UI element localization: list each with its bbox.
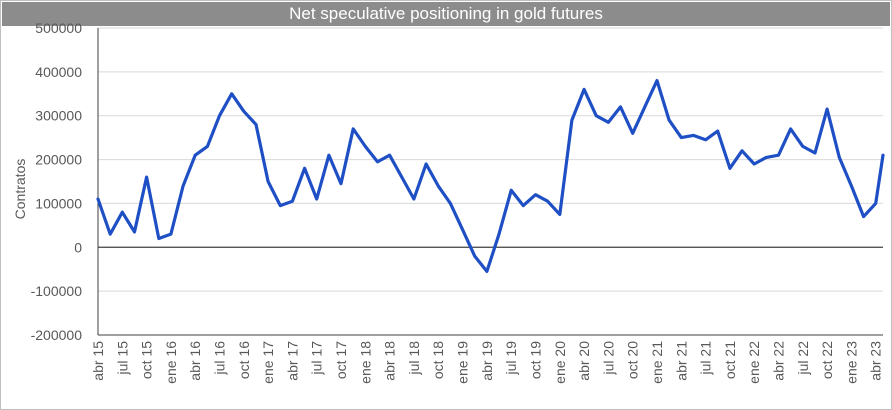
x-tick-label: ene 16 bbox=[163, 341, 179, 384]
x-tick-label: oct 19 bbox=[527, 341, 543, 379]
x-tick-label: jul 19 bbox=[503, 341, 519, 376]
chart-title: Net speculative positioning in gold futu… bbox=[2, 2, 890, 26]
x-tick-label: oct 18 bbox=[430, 341, 446, 379]
x-tick-label: jul 20 bbox=[600, 341, 616, 376]
y-tick-label: 100000 bbox=[35, 195, 82, 211]
x-tick-label: ene 20 bbox=[552, 341, 568, 384]
y-tick-label: 500000 bbox=[35, 20, 82, 36]
x-tick-label: abr 17 bbox=[284, 341, 300, 381]
x-tick-label: ene 19 bbox=[455, 341, 471, 384]
x-tick-label: oct 17 bbox=[333, 341, 349, 379]
y-tick-label: 300000 bbox=[35, 108, 82, 124]
x-tick-label: oct 16 bbox=[236, 341, 252, 379]
series-line bbox=[96, 78, 885, 273]
x-tick-label: jul 21 bbox=[698, 341, 714, 376]
y-axis-label: Contratos bbox=[12, 159, 28, 220]
x-tick-label: ene 17 bbox=[260, 341, 276, 384]
x-tick-label: jul 17 bbox=[309, 341, 325, 376]
x-tick-label: ene 22 bbox=[746, 341, 762, 384]
x-tick-label: abr 22 bbox=[770, 341, 786, 381]
x-tick-label: ene 18 bbox=[357, 341, 373, 384]
x-tick-label: oct 15 bbox=[139, 341, 155, 379]
x-tick-label: abr 23 bbox=[868, 341, 884, 381]
y-tick-label: 400000 bbox=[35, 64, 82, 80]
x-tick-label: jul 16 bbox=[212, 341, 228, 376]
x-tick-label: abr 21 bbox=[673, 341, 689, 381]
x-tick-label: jul 15 bbox=[114, 341, 130, 376]
x-tick-label: abr 15 bbox=[90, 341, 106, 381]
x-tick-label: jul 22 bbox=[795, 341, 811, 376]
gridlines bbox=[98, 27, 883, 336]
x-tick-label: oct 20 bbox=[625, 341, 641, 379]
x-tick-label: ene 21 bbox=[649, 341, 665, 384]
x-tick-label: abr 18 bbox=[382, 341, 398, 381]
x-tick-labels: abr 15 jul 15 oct 15 ene 16 abr 16 jul 16 oct … bbox=[90, 341, 884, 384]
y-tick-label: 0 bbox=[74, 239, 82, 255]
x-tick-label: ene 23 bbox=[843, 341, 859, 384]
series-group bbox=[96, 78, 885, 273]
y-tick-label: -200000 bbox=[31, 327, 83, 343]
x-tick-label: oct 22 bbox=[819, 341, 835, 379]
x-tick-label: abr 20 bbox=[576, 341, 592, 381]
axes bbox=[97, 28, 883, 336]
y-tick-label: -100000 bbox=[31, 283, 83, 299]
y-tick-labels: 500000 400000 300000 200000 100000 0 -100000 -2… bbox=[31, 20, 83, 343]
y-tick-label: 200000 bbox=[35, 152, 82, 168]
x-tick-label: abr 16 bbox=[187, 341, 203, 381]
x-tick-label: jul 18 bbox=[406, 341, 422, 376]
x-tick-label: oct 21 bbox=[722, 341, 738, 379]
x-tick-label: abr 19 bbox=[479, 341, 495, 381]
